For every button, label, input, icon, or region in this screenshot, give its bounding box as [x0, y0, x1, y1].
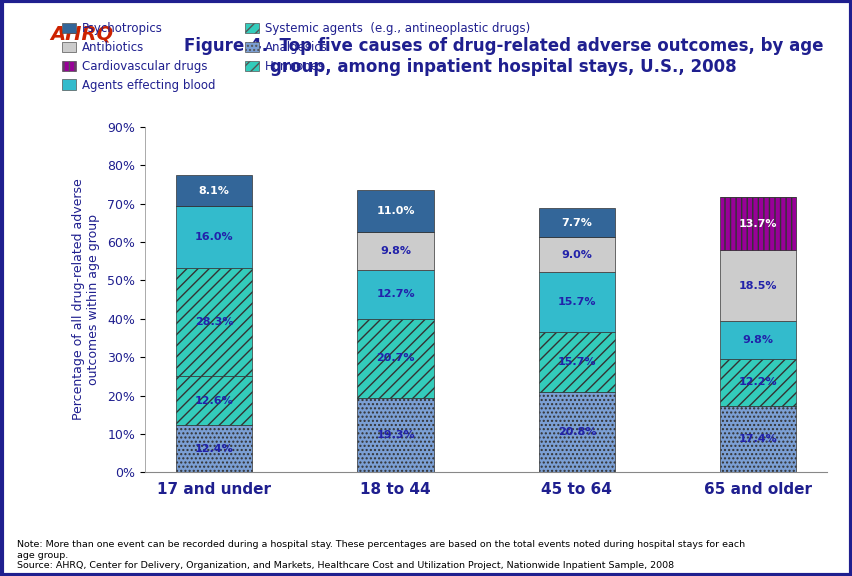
Y-axis label: Percentage of all drug-related adverse
outcomes within age group: Percentage of all drug-related adverse o… — [72, 179, 101, 420]
Bar — [176, 175, 252, 206]
Text: Note: More than one event can be recorded during a hospital stay. These percenta: Note: More than one event can be recorde… — [17, 540, 745, 570]
Text: Figure 4.  Top five causes of drug-related adverse outcomes, by age
group, among: Figure 4. Top five causes of drug-relate… — [183, 37, 822, 75]
Text: 12.2%: 12.2% — [738, 377, 777, 387]
Text: 20.8%: 20.8% — [557, 427, 596, 437]
Text: AHRQ: AHRQ — [49, 25, 113, 43]
Text: 8.1%: 8.1% — [199, 185, 229, 196]
Text: 13.7%: 13.7% — [738, 219, 777, 229]
Bar — [719, 250, 796, 321]
Bar — [176, 206, 252, 268]
Text: Excellence in: Excellence in — [51, 72, 112, 81]
Text: 16.0%: 16.0% — [194, 232, 233, 242]
Bar — [719, 321, 796, 359]
Text: 15.7%: 15.7% — [557, 297, 596, 307]
Bar — [538, 392, 614, 472]
Text: 20.7%: 20.7% — [376, 354, 414, 363]
Text: 19.3%: 19.3% — [376, 430, 414, 440]
Bar — [538, 272, 614, 332]
Bar — [719, 198, 796, 250]
Bar — [357, 232, 433, 270]
Text: 18.5%: 18.5% — [738, 281, 777, 290]
Bar — [176, 425, 252, 472]
Bar — [176, 376, 252, 425]
Text: 12.6%: 12.6% — [194, 396, 233, 406]
Text: 28.3%: 28.3% — [194, 317, 233, 327]
Bar — [538, 237, 614, 272]
Text: 12.7%: 12.7% — [376, 289, 414, 300]
Text: 9.0%: 9.0% — [561, 249, 591, 260]
Bar — [357, 270, 433, 319]
Text: 7.7%: 7.7% — [561, 218, 591, 228]
Bar — [357, 398, 433, 472]
Text: Advancing: Advancing — [58, 60, 105, 69]
Text: 9.8%: 9.8% — [380, 246, 411, 256]
Bar — [176, 268, 252, 376]
Bar — [538, 208, 614, 237]
Bar — [538, 332, 614, 392]
Text: 15.7%: 15.7% — [557, 357, 596, 367]
Bar — [719, 359, 796, 406]
Text: 17.4%: 17.4% — [738, 434, 777, 444]
Text: 11.0%: 11.0% — [376, 206, 414, 216]
Bar — [719, 406, 796, 472]
Legend: Psychotropics, Antibiotics, Cardiovascular drugs, Agents effecting blood, System: Psychotropics, Antibiotics, Cardiovascul… — [62, 22, 530, 92]
Bar — [357, 319, 433, 398]
Bar — [357, 190, 433, 232]
Text: 9.8%: 9.8% — [742, 335, 773, 345]
Text: 12.4%: 12.4% — [194, 444, 233, 453]
Text: Health Care: Health Care — [55, 84, 108, 93]
